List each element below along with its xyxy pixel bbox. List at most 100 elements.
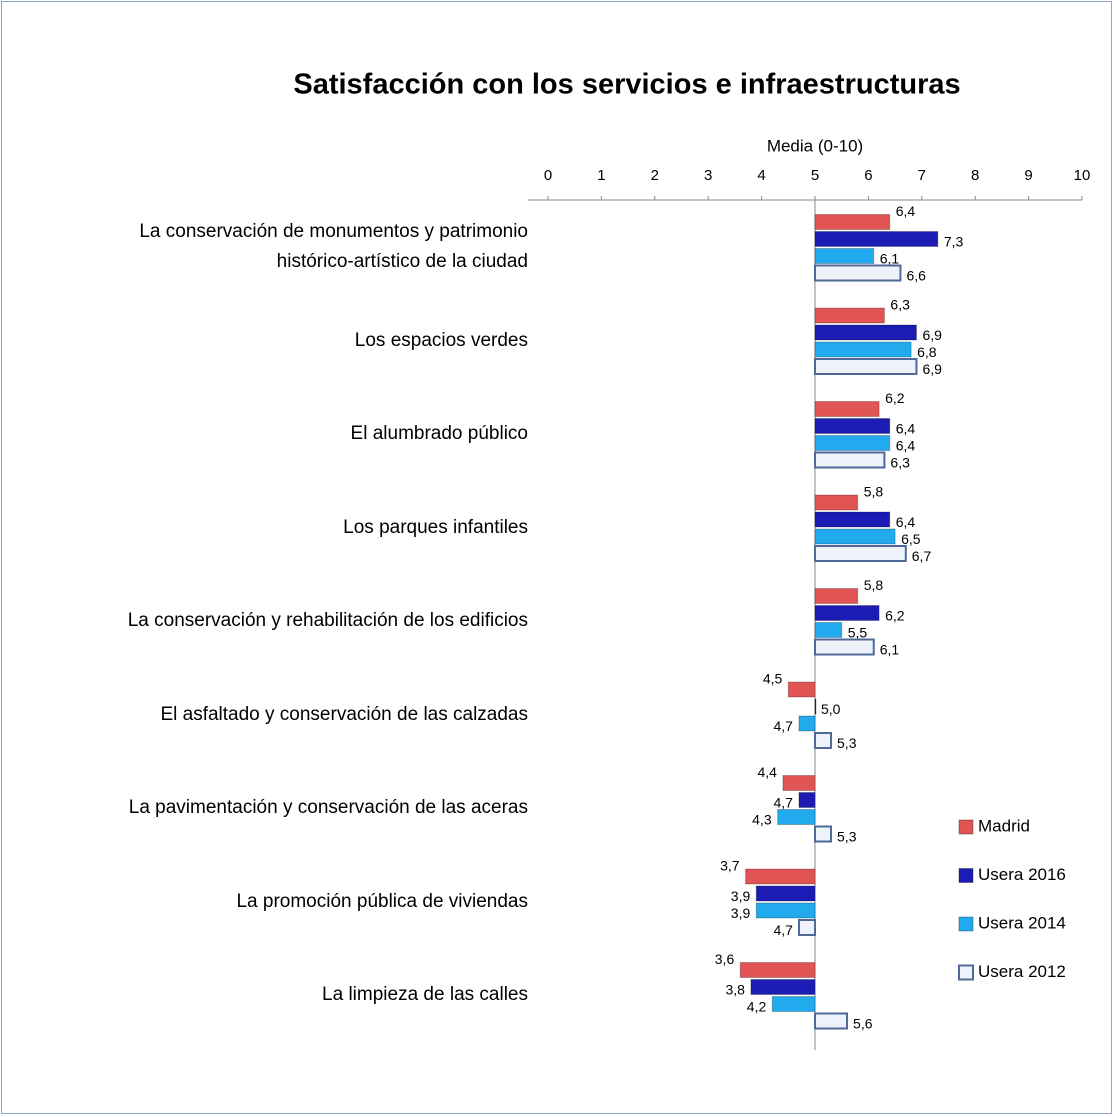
category-label: La limpieza de las calles — [322, 984, 528, 1005]
bar — [750, 979, 816, 995]
chart-title: Satisfacción con los servicios e infraes… — [293, 69, 960, 101]
value-label: 3,9 — [731, 905, 751, 921]
x-axis-label: Media (0-10) — [767, 136, 863, 155]
bar — [814, 324, 917, 341]
legend-label: Madrid — [978, 816, 1030, 835]
x-tick-label: 2 — [651, 167, 659, 184]
value-label: 5,8 — [864, 484, 884, 500]
x-tick-label: 10 — [1074, 167, 1091, 184]
bar — [814, 358, 918, 375]
bar — [814, 545, 907, 562]
value-label: 6,4 — [896, 203, 916, 219]
value-label: 4,7 — [774, 922, 794, 938]
category-label: Los parques infantiles — [343, 516, 528, 538]
value-label: 6,4 — [896, 438, 916, 454]
legend-marker — [958, 819, 974, 835]
value-label: 6,5 — [901, 531, 921, 547]
value-label: 6,9 — [922, 361, 942, 377]
legend-marker — [958, 964, 974, 981]
bar — [797, 919, 816, 936]
x-tick-label: 5 — [811, 167, 819, 184]
category-label: Los espacios verdes — [354, 329, 528, 351]
value-label: 5,3 — [837, 829, 857, 845]
category-label: El asfaltado y conservación de las calza… — [160, 703, 528, 725]
bar — [814, 528, 896, 545]
x-tick-label: 4 — [757, 167, 765, 184]
bar — [814, 605, 880, 621]
bar — [771, 996, 816, 1012]
value-label: 4,5 — [763, 671, 783, 687]
value-label: 4,3 — [752, 812, 772, 828]
value-label: 5,8 — [864, 577, 884, 593]
legend-label: Usera 2016 — [978, 865, 1066, 884]
bar — [814, 435, 891, 451]
bar — [814, 732, 833, 749]
x-tick-label: 1 — [597, 167, 605, 184]
legend-label: Usera 2014 — [978, 913, 1066, 932]
bar — [755, 902, 816, 919]
value-label: 6,3 — [890, 455, 910, 471]
bar — [814, 825, 833, 843]
bar — [814, 401, 880, 417]
bar — [777, 809, 816, 825]
value-label: 6,1 — [880, 251, 900, 267]
value-label: 6,4 — [896, 514, 916, 530]
value-label: 5,0 — [821, 701, 841, 717]
bar — [814, 1012, 849, 1030]
value-label: 3,6 — [715, 951, 735, 967]
bar — [814, 231, 939, 247]
bar — [814, 588, 859, 604]
bar — [798, 792, 816, 808]
category-label: La pavimentación y conservación de las a… — [128, 797, 528, 818]
value-label: 4,2 — [747, 999, 767, 1015]
value-label: 4,7 — [774, 795, 794, 811]
value-label: 6,2 — [885, 390, 905, 406]
value-label: 5,3 — [837, 735, 857, 751]
bar — [782, 775, 816, 791]
x-tick-label: 3 — [704, 167, 712, 184]
value-label: 5,5 — [848, 625, 868, 641]
category-label: El alumbrado público — [350, 423, 528, 444]
x-tick-label: 7 — [918, 167, 926, 184]
bar — [814, 698, 817, 715]
bar — [814, 264, 902, 282]
bar — [814, 638, 875, 656]
bar — [814, 307, 885, 324]
value-label: 4,4 — [757, 764, 777, 780]
bar — [745, 868, 816, 885]
x-tick-label: 6 — [864, 167, 872, 184]
bar — [814, 248, 875, 264]
category-label: La conservación de monumentos y patrimon… — [139, 221, 528, 272]
value-label: 4,7 — [774, 718, 794, 734]
value-label: 6,8 — [917, 344, 937, 360]
value-label: 6,1 — [880, 642, 900, 658]
value-label: 6,9 — [922, 327, 942, 343]
value-label: 3,8 — [725, 982, 745, 998]
bar — [798, 715, 816, 732]
x-tick-label: 0 — [544, 167, 552, 184]
bar — [814, 494, 859, 511]
bar — [814, 214, 891, 230]
bar — [814, 511, 891, 528]
x-tick-label: 9 — [1024, 167, 1032, 184]
value-label: 6,2 — [885, 608, 905, 624]
value-label: 6,3 — [890, 297, 910, 313]
bar — [814, 451, 886, 469]
value-label: 6,4 — [896, 421, 916, 437]
value-label: 5,6 — [853, 1016, 873, 1032]
value-label: 3,9 — [731, 888, 751, 904]
value-label: 3,7 — [720, 858, 740, 874]
value-label: 6,6 — [906, 268, 926, 284]
bar — [814, 622, 843, 638]
legend-marker — [958, 868, 974, 883]
value-label: 6,7 — [912, 548, 932, 564]
category-label: La conservación y rehabilitación de los … — [127, 610, 528, 631]
bar — [739, 962, 816, 978]
x-tick-label: 8 — [971, 167, 979, 184]
category-label: La promoción pública de viviendas — [236, 890, 528, 912]
bar — [787, 681, 816, 698]
bar — [814, 418, 891, 434]
